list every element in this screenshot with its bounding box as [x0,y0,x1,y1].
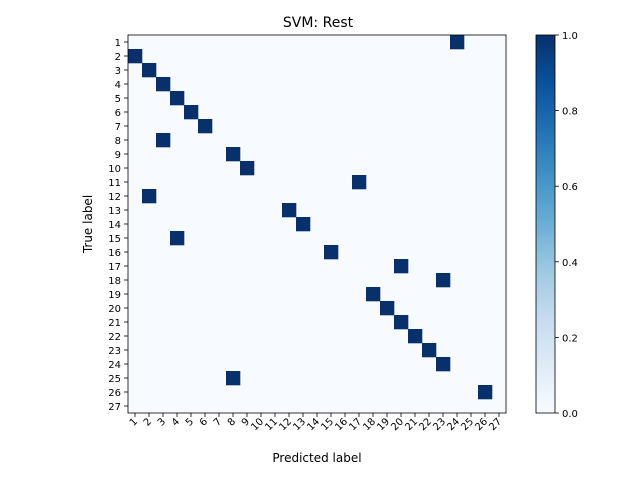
heatmap-cell [436,357,451,372]
heatmap-cell [142,63,157,78]
x-tick-label: 3 [156,416,168,428]
y-tick-label: 25 [108,374,121,385]
y-tick-label: 8 [115,136,121,147]
x-tick-label: 5 [184,416,196,428]
x-axis-ticks: 1 2 3 4 5 6 7 8 91011121314151617181920212223242… [128,413,504,433]
heatmap-cell [226,371,241,386]
y-tick-label: 19 [108,290,121,301]
y-axis-label: True label [81,195,95,254]
heatmap-cell [422,343,437,358]
heatmap-cells [128,35,493,400]
y-tick-label: 2 [115,52,121,63]
heatmap-cell [226,147,241,162]
x-tick-label: 7 [212,416,224,428]
x-tick-label: 1 [128,416,140,428]
y-tick-label: 26 [108,388,121,399]
y-tick-label: 5 [115,94,121,105]
colorbar-tick-label: 1.0 [562,31,578,42]
heatmap-cell [408,329,423,344]
y-tick-label: 9 [115,150,121,161]
y-tick-label: 18 [108,276,121,287]
y-tick-label: 12 [108,192,121,203]
colorbar-tick-label: 0.2 [562,333,578,344]
heatmap-cell [324,245,339,260]
colorbar [535,34,556,414]
y-tick-label: 24 [108,360,121,371]
colorbar-tick-label: 0.8 [562,107,578,118]
heatmap-cell [436,273,451,288]
colorbar-tick-label: 0.0 [562,409,578,420]
y-tick-label: 27 [108,402,121,413]
y-tick-label: 21 [108,318,121,329]
heatmap-background [128,35,506,413]
colorbar-tick-label: 0.6 [562,182,578,193]
heatmap-cell [128,49,143,64]
heatmap-cell [170,231,185,246]
x-axis-label: Predicted label [272,451,361,465]
colorbar-ticks: 0.0 0.2 0.4 0.6 0.8 1.0 [555,31,578,420]
y-tick-label: 16 [108,248,121,259]
heatmap-cell [156,77,171,92]
chart-title: SVM: Rest [283,15,354,31]
heatmap-cell [352,175,367,190]
y-tick-label: 14 [108,220,121,231]
heatmap-cell [184,105,199,120]
heatmap-cell [478,385,493,400]
heatmap-cell [296,217,311,232]
heatmap-cell [450,35,465,50]
y-axis-ticks: 1234567891011121314151617181920212223242… [108,38,128,413]
y-tick-label: 11 [108,178,121,189]
y-tick-label: 3 [115,66,121,77]
y-tick-label: 22 [108,332,121,343]
heatmap-cell [394,315,409,330]
y-tick-label: 13 [108,206,121,217]
y-tick-label: 10 [108,164,121,175]
y-tick-label: 17 [108,262,121,273]
heatmap-cell [282,203,297,218]
heatmap-cell [170,91,185,106]
x-tick-label: 6 [198,416,210,428]
heatmap-cell [198,119,213,134]
heatmap-cell [156,133,171,148]
x-tick-label: 4 [170,416,182,428]
y-tick-label: 15 [108,234,121,245]
y-tick-label: 23 [108,346,121,357]
y-tick-label: 6 [115,108,121,119]
y-tick-label: 7 [115,122,121,133]
x-tick-label: 2 [142,416,154,428]
heatmap-cell [366,287,381,302]
x-tick-label: 8 [226,416,238,428]
heatmap-cell [142,189,157,204]
heatmap-cell [240,161,255,176]
y-tick-label: 4 [115,80,121,91]
y-tick-label: 20 [108,304,121,315]
y-tick-label: 1 [115,38,121,49]
heatmap-cell [380,301,395,316]
heatmap-cell [394,259,409,274]
colorbar-tick-label: 0.4 [562,258,578,269]
x-tick-label: 27 [487,416,504,433]
